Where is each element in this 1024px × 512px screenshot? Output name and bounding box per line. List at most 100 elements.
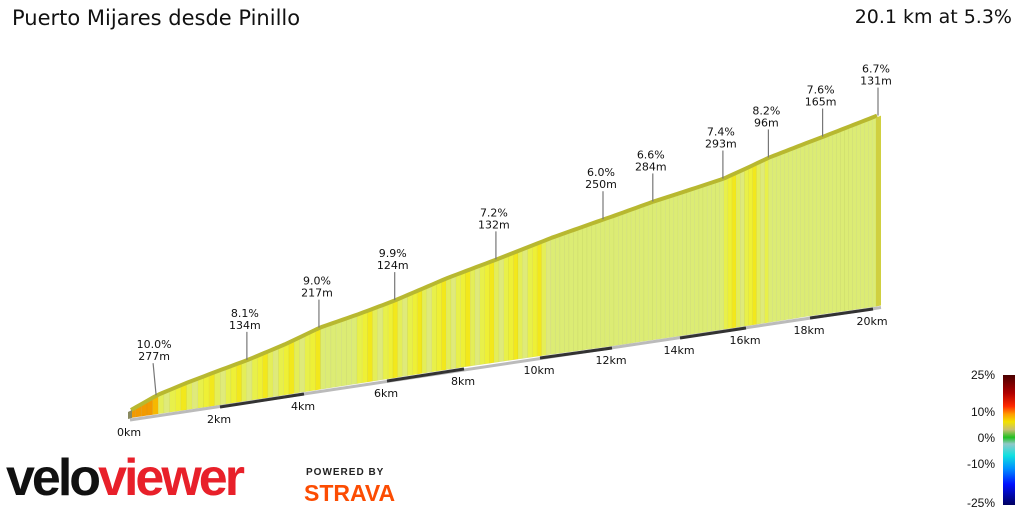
profile-segment [555,236,561,355]
profile-segment [517,250,524,360]
annotation-length: 165m [805,96,837,109]
profile-segment [652,201,658,341]
profile-segment [694,188,700,335]
profile-segment [299,335,306,393]
profile-segment [436,281,442,372]
x-tick-label: 12km [595,354,626,367]
profile-segment [639,206,645,343]
profile-segment [812,140,818,316]
profile-segment [546,239,552,356]
profile-segment [361,312,368,384]
profile-segment [840,129,845,312]
annotation-length: 284m [635,160,667,173]
profile-segment [622,212,628,345]
profile-segment [715,181,720,331]
profile-segment [784,151,790,321]
profile-segment [489,261,495,364]
profile-segment [214,371,221,407]
profile-segment [867,118,873,308]
annotation-length: 217m [301,287,333,300]
profile-segment [686,190,691,336]
profile-segment [677,193,683,337]
baseline-km-band [809,307,874,320]
annotation-length: 124m [377,259,409,272]
profile-segment [796,146,802,319]
profile-segment [527,246,533,359]
profile-segment [844,128,849,312]
annotation-length: 250m [585,178,617,191]
profile-segment [541,241,547,357]
profile-segment [158,393,165,415]
annotation-gradient: 9.0% [303,275,331,288]
x-tick-label: 20km [856,315,887,328]
profile-segment [719,179,725,331]
profile-segment [836,131,841,313]
profile-segment [498,257,504,363]
profile-segment [856,123,861,310]
profile-segment [532,244,538,358]
profile-segment [407,294,413,377]
profile-segment [479,265,485,365]
profile-segment [752,164,757,326]
profile-segment [203,375,210,408]
profile-segment [465,270,471,368]
profile-segment [609,217,615,347]
profile-segment [682,192,687,336]
profile-segment [564,232,570,353]
profile-segment [315,328,321,391]
profile-segment [536,242,543,357]
profile-segment [346,317,353,386]
profile-segment [618,213,623,346]
profile-segment [808,141,814,317]
profile-segment [665,197,670,339]
profile-segment [860,121,865,310]
profile-segment [294,338,300,394]
profile-segment [341,319,347,387]
profile-segment [377,306,384,381]
x-tick-label: 2km [207,413,231,426]
profile-segment [577,228,583,352]
profile-segment [660,199,666,340]
annotation-gradient: 6.7% [862,63,890,76]
profile-segment [416,290,423,375]
profile-segment [441,279,447,371]
profile-segment [180,384,187,411]
profile-start-cap [128,410,132,419]
annotation-gradient: 7.6% [807,84,835,97]
x-tick-label: 0km [117,426,141,439]
profile-segment [367,310,373,383]
profile-segment [470,268,476,367]
profile-segment [493,259,500,363]
x-tick-label: 8km [451,375,475,388]
legend-label: 10% [970,405,995,419]
profile-segment [595,221,601,349]
profile-segment [804,143,810,318]
profile-segment [455,274,461,369]
x-tick-label: 6km [374,387,398,400]
profile-segment [474,267,481,366]
x-tick-label: 10km [523,364,554,377]
profile-segment [550,237,556,355]
profile-segment [723,177,729,330]
profile-segment [208,373,216,407]
profile-segment [421,287,428,374]
annotation-length: 134m [229,319,261,332]
profile-segment [760,160,765,325]
annotation-gradient: 6.0% [587,166,615,179]
profile-segment [740,170,745,328]
profile-segment [698,186,704,334]
profile-segment [445,277,452,371]
x-tick-label: 4km [291,400,315,413]
profile-segment [225,367,232,405]
profile-segment [426,285,432,374]
baseline-km-band [679,326,747,340]
profile-segment [387,302,394,380]
legend-label: 0% [977,431,995,445]
profile-segment [630,209,636,344]
x-tick-label: 14km [663,344,694,357]
profile-segment [484,263,490,365]
profile-segment [848,126,853,311]
profile-segment [828,134,833,314]
profile-segment [871,117,877,308]
profile-segment [230,365,237,404]
